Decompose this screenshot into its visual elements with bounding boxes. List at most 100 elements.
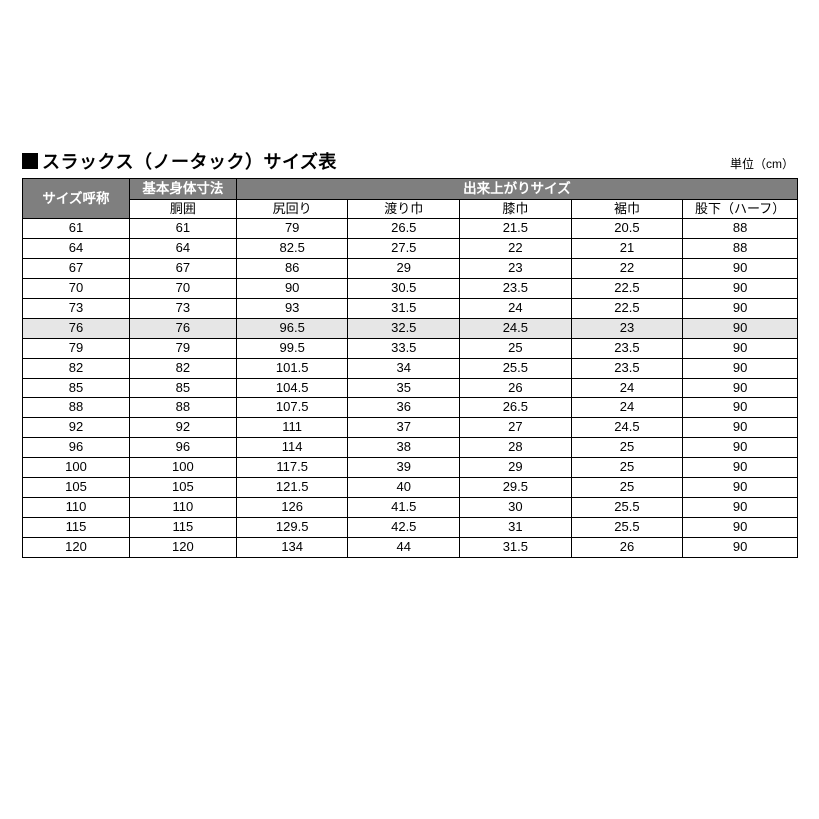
table-cell: 29 [348,259,460,279]
table-row: 115115129.542.53125.590 [23,517,798,537]
table-cell: 67 [129,259,236,279]
table-cell: 90 [683,259,798,279]
table-cell: 110 [23,497,130,517]
table-cell: 29.5 [460,478,572,498]
table-cell: 22 [571,259,683,279]
table-cell: 90 [683,438,798,458]
table-cell: 73 [23,299,130,319]
table-row: 100100117.539292590 [23,458,798,478]
table-row: 1201201344431.52690 [23,537,798,557]
table-cell: 105 [23,478,130,498]
table-cell: 115 [129,517,236,537]
table-cell: 107.5 [236,398,348,418]
table-cell: 25 [460,338,572,358]
table-cell: 120 [129,537,236,557]
table-cell: 39 [348,458,460,478]
table-cell: 88 [683,219,798,239]
table-cell: 90 [683,537,798,557]
col-finished: 出来上がりサイズ [236,179,797,200]
table-row: 11011012641.53025.590 [23,497,798,517]
table-cell: 85 [23,378,130,398]
table-cell: 22.5 [571,299,683,319]
table-cell: 70 [23,279,130,299]
table-cell: 30 [460,497,572,517]
table-cell: 42.5 [348,517,460,537]
title-square-icon [22,153,38,169]
table-cell: 23 [571,318,683,338]
table-body: 61617926.521.520.588646482.527.522218867… [23,219,798,557]
table-row: 67678629232290 [23,259,798,279]
col-hem: 裾巾 [571,199,683,219]
col-hip: 尻回り [236,199,348,219]
table-cell: 44 [348,537,460,557]
table-cell: 41.5 [348,497,460,517]
table-cell: 90 [683,418,798,438]
table-cell: 24.5 [460,318,572,338]
col-body-dims: 基本身体寸法 [129,179,236,200]
table-row: 73739331.52422.590 [23,299,798,319]
table-cell: 31.5 [460,537,572,557]
table-cell: 24 [460,299,572,319]
table-cell: 88 [129,398,236,418]
table-row: 8585104.535262490 [23,378,798,398]
table-cell: 88 [23,398,130,418]
table-cell: 86 [236,259,348,279]
table-cell: 90 [683,358,798,378]
table-cell: 40 [348,478,460,498]
table-row: 646482.527.5222188 [23,239,798,259]
title-text: スラックス（ノータック）サイズ表 [42,152,337,172]
table-cell: 110 [129,497,236,517]
col-inseam: 股下（ハーフ） [683,199,798,219]
title-row: スラックス（ノータック）サイズ表 単位（cm） [22,148,798,174]
table-row: 8888107.53626.52490 [23,398,798,418]
table-cell: 24 [571,398,683,418]
table-cell: 31 [460,517,572,537]
table-cell: 111 [236,418,348,438]
table-cell: 90 [683,318,798,338]
table-cell: 33.5 [348,338,460,358]
table-cell: 90 [683,378,798,398]
table-cell: 90 [683,299,798,319]
table-cell: 90 [683,458,798,478]
table-cell: 34 [348,358,460,378]
table-cell: 82 [129,358,236,378]
table-cell: 92 [129,418,236,438]
table-cell: 27 [460,418,572,438]
table-cell: 79 [129,338,236,358]
table-cell: 70 [129,279,236,299]
table-cell: 90 [683,517,798,537]
table-row: 70709030.523.522.590 [23,279,798,299]
table-cell: 61 [23,219,130,239]
table-cell: 101.5 [236,358,348,378]
unit-label: 単位（cm） [730,155,798,174]
table-row: 61617926.521.520.588 [23,219,798,239]
size-chart-container: スラックス（ノータック）サイズ表 単位（cm） サイズ呼称 基本身体寸法 出来上… [22,148,798,558]
table-cell: 79 [236,219,348,239]
table-cell: 114 [236,438,348,458]
table-cell: 22 [460,239,572,259]
table-cell: 134 [236,537,348,557]
table-cell: 67 [23,259,130,279]
table-cell: 76 [23,318,130,338]
table-cell: 90 [683,338,798,358]
table-cell: 100 [23,458,130,478]
table-cell: 82 [23,358,130,378]
table-cell: 26.5 [460,398,572,418]
table-cell: 85 [129,378,236,398]
table-cell: 82.5 [236,239,348,259]
table-cell: 126 [236,497,348,517]
table-cell: 29 [460,458,572,478]
table-cell: 96.5 [236,318,348,338]
table-cell: 25 [571,478,683,498]
table-cell: 23.5 [571,338,683,358]
table-cell: 64 [23,239,130,259]
table-cell: 90 [683,478,798,498]
col-waist: 胴囲 [129,199,236,219]
table-cell: 121.5 [236,478,348,498]
table-cell: 129.5 [236,517,348,537]
table-cell: 36 [348,398,460,418]
table-cell: 30.5 [348,279,460,299]
table-row: 767696.532.524.52390 [23,318,798,338]
table-cell: 25 [571,438,683,458]
table-cell: 96 [23,438,130,458]
